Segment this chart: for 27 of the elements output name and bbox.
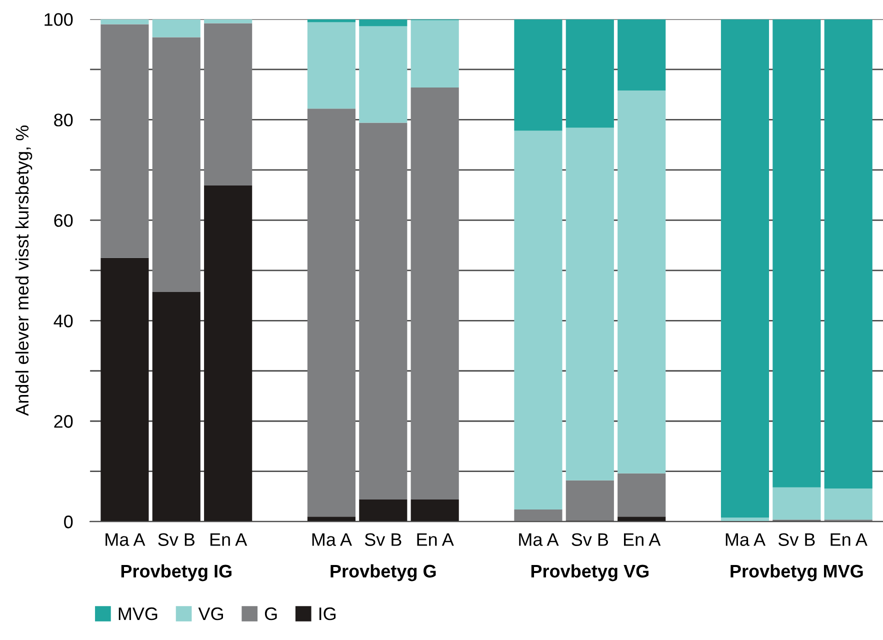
text: Provbetyg VG: [531, 564, 648, 582]
legend-label: MVG: [118, 607, 158, 620]
x-tick-label: Ma A: [106, 533, 146, 546]
x-tick-label: Sv B: [778, 533, 815, 546]
x-tick-label: Sv B: [572, 533, 608, 546]
y-tick-label: 60: [54, 214, 73, 227]
x-tick-label: Ma A: [312, 533, 352, 546]
x-tick-label: Ma A: [519, 533, 559, 546]
x-tick-label: En A: [624, 533, 661, 546]
y-axis-title: Andel elever med visst kursbetyg, %: [15, 126, 32, 416]
y-tick-label: 20: [54, 415, 73, 428]
legend-label: IG: [319, 607, 336, 620]
text: Provbetyg MVG: [730, 564, 863, 582]
y-tick-label: 80: [54, 114, 73, 126]
text: Provbetyg G: [330, 564, 436, 582]
y-tick-label: 40: [54, 314, 73, 328]
x-tick-label: En A: [417, 533, 454, 546]
legend-label: G: [264, 607, 277, 620]
x-tick-label: Sv B: [364, 533, 402, 546]
y-tick-label: 0: [64, 516, 73, 528]
x-tick-label: Ma A: [726, 533, 766, 546]
y-tick-label: 100: [44, 13, 73, 26]
x-tick-label: En A: [210, 533, 248, 546]
text: Provbetyg IG: [121, 564, 232, 582]
x-tick-label: En A: [830, 533, 868, 546]
x-tick-label: Sv B: [158, 533, 194, 546]
legend-label: VG: [198, 607, 223, 620]
